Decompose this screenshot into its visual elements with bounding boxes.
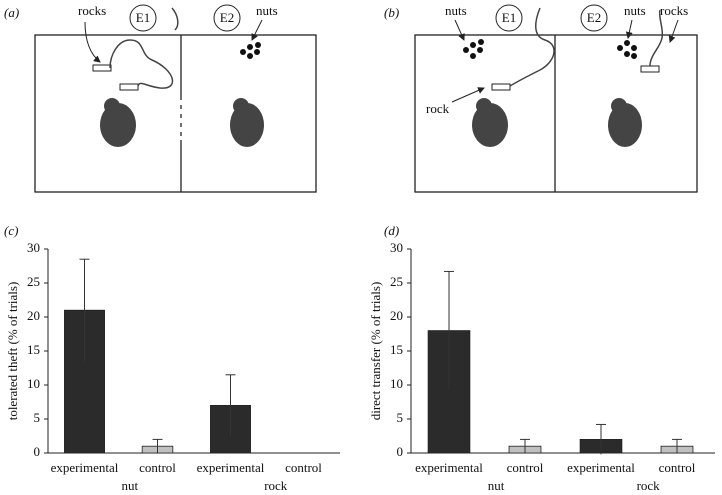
group-label: nut <box>488 478 505 493</box>
arrow <box>251 19 263 41</box>
x-tick-label: control <box>659 460 696 475</box>
nuts <box>240 42 261 59</box>
nuts <box>617 40 637 59</box>
arrow <box>454 19 465 41</box>
diagram-a: (a) rocks E1 E2 nuts <box>4 3 317 193</box>
annotation: nuts <box>256 3 278 18</box>
panel-label: (d) <box>384 223 399 238</box>
y-tick-label: 15 <box>27 342 40 357</box>
rock <box>92 64 112 72</box>
y-tick-label: 10 <box>27 376 40 391</box>
y-tick-label: 0 <box>397 444 404 459</box>
experimenter <box>580 4 608 32</box>
rope <box>509 7 555 87</box>
annotation: nuts <box>624 3 646 18</box>
diagram-b: (b) nuts E1 E2 nuts rocks rock <box>384 3 698 193</box>
y-tick-label: 0 <box>34 444 41 459</box>
experimenter <box>129 4 157 32</box>
y-tick-label: 20 <box>390 308 403 323</box>
y-tick-label: 30 <box>390 240 403 255</box>
y-tick-label: 5 <box>34 410 41 425</box>
x-tick-label: control <box>285 460 322 475</box>
chimpanzee <box>230 98 264 147</box>
x-tick-label: experimental <box>51 460 119 475</box>
enclosure <box>414 34 698 193</box>
annotation: E1 <box>136 10 150 25</box>
x-tick-label: control <box>507 460 544 475</box>
x-tick-label: experimental <box>197 460 265 475</box>
annotation: E2 <box>220 10 234 25</box>
rope <box>109 39 174 89</box>
group-label: nut <box>121 478 138 493</box>
panel-label: (a) <box>4 5 19 20</box>
annotation: rocks <box>660 3 688 18</box>
group-label: rock <box>637 478 661 493</box>
y-tick-label: 10 <box>390 376 403 391</box>
rock <box>640 65 660 73</box>
rope <box>171 7 179 31</box>
y-axis-label: tolerated theft (% of trials) <box>5 282 20 421</box>
arrow <box>625 19 633 39</box>
arrow <box>451 87 485 103</box>
arrow <box>84 21 101 63</box>
x-tick-label: experimental <box>415 460 483 475</box>
y-tick-label: 25 <box>27 274 40 289</box>
nuts <box>463 39 484 59</box>
panel-label: (c) <box>4 223 18 238</box>
experimenter <box>213 4 241 32</box>
annotation: nuts <box>445 3 467 18</box>
enclosure <box>34 34 317 193</box>
y-axis-label: direct transfer (% of trials) <box>368 282 383 421</box>
chimpanzee <box>608 98 642 147</box>
y-tick-label: 5 <box>397 410 404 425</box>
annotation: rock <box>426 101 450 116</box>
rock <box>119 83 139 91</box>
y-tick-label: 25 <box>390 274 403 289</box>
y-tick-label: 15 <box>390 342 403 357</box>
annotation: E1 <box>502 10 516 25</box>
group-label: rock <box>264 478 288 493</box>
chimpanzee <box>100 98 136 147</box>
x-tick-label: experimental <box>567 460 635 475</box>
x-tick-label: control <box>139 460 176 475</box>
chimpanzee <box>472 98 508 147</box>
panel-label: (b) <box>384 5 399 20</box>
y-tick-label: 20 <box>27 308 40 323</box>
annotation: rocks <box>78 3 106 18</box>
annotation: E2 <box>587 10 601 25</box>
arrow <box>668 19 679 43</box>
rope <box>649 9 664 67</box>
experimenter <box>495 4 523 32</box>
y-tick-label: 30 <box>27 240 40 255</box>
rock <box>491 83 511 91</box>
